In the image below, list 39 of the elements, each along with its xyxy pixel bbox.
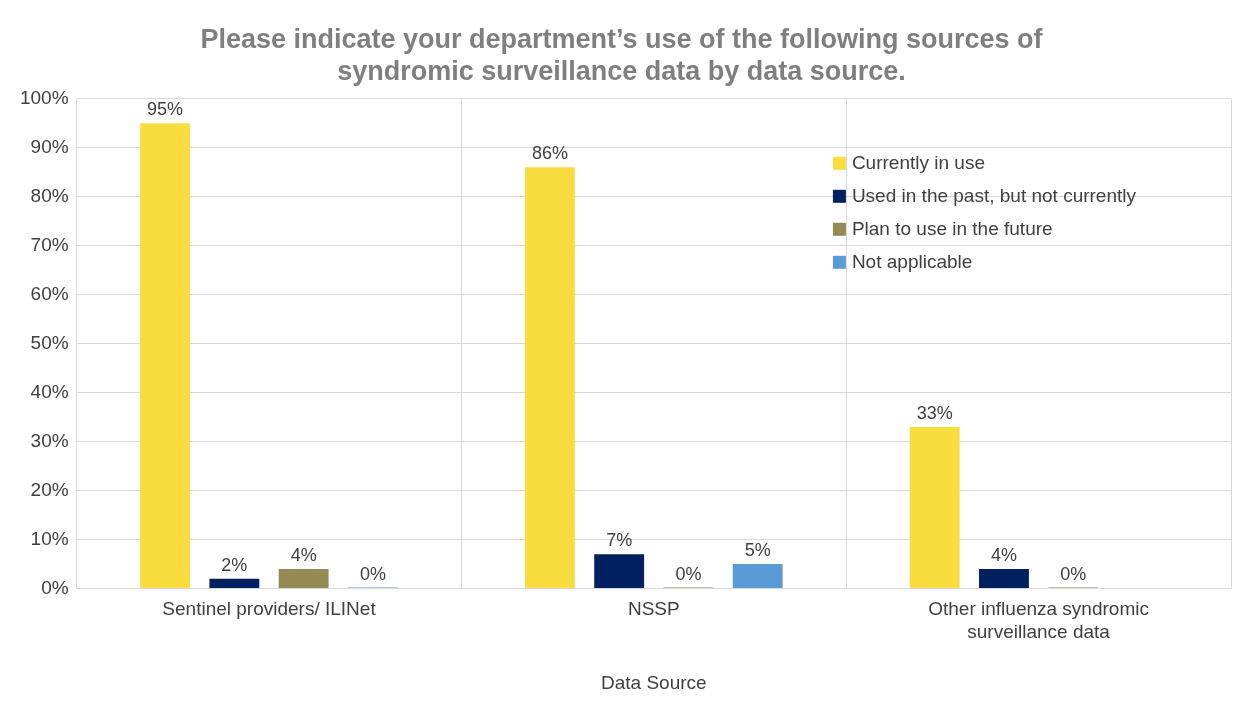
data-label: 95% — [147, 99, 184, 120]
data-label: 0% — [675, 563, 702, 584]
data-label: 33% — [916, 402, 953, 423]
y-tick-label: 40% — [30, 380, 69, 402]
bar — [909, 426, 960, 589]
bar — [278, 569, 329, 589]
chart-title: Please indicate your department’s use of the following sources of syndromic surveillance data by data source. — [200, 23, 1044, 87]
x-axis-title: Data Source — [600, 671, 707, 693]
y-tick-label: 0% — [41, 576, 69, 598]
y-tick-label: 70% — [30, 233, 69, 255]
x-tick-label: NSSP — [627, 598, 680, 620]
data-label: 5% — [744, 540, 771, 561]
bar — [524, 167, 575, 589]
data-label: 4% — [990, 544, 1017, 565]
legend-label: Plan to use in the future — [851, 218, 1053, 240]
data-label: 86% — [531, 143, 568, 164]
bar — [209, 578, 260, 589]
data-label: 7% — [606, 530, 633, 551]
data-label: 0% — [359, 563, 386, 584]
bar — [732, 564, 783, 589]
x-tick-label: Sentinel providers/ ILINet — [162, 598, 377, 620]
bar — [594, 554, 645, 589]
legend-label: Used in the past, but not currently — [851, 185, 1137, 207]
data-label: 4% — [290, 544, 317, 565]
bar — [979, 569, 1029, 589]
legend-label: Not applicable — [851, 251, 973, 273]
bar — [140, 123, 191, 589]
y-tick-label: 20% — [30, 478, 69, 500]
y-tick-label: 30% — [30, 429, 69, 451]
x-tick-label: Other influenza syndromic surveillance data — [928, 598, 1149, 643]
y-tick-label: 60% — [30, 282, 69, 304]
y-tick-label: 50% — [30, 331, 69, 353]
y-tick-label: 90% — [30, 136, 69, 158]
legend-label: Currently in use — [851, 152, 985, 174]
data-label: 0% — [1060, 563, 1087, 584]
y-tick-label: 100% — [19, 87, 69, 109]
y-tick-label: 80% — [30, 184, 69, 206]
y-tick-label: 10% — [30, 527, 69, 549]
data-label: 2% — [221, 554, 248, 575]
